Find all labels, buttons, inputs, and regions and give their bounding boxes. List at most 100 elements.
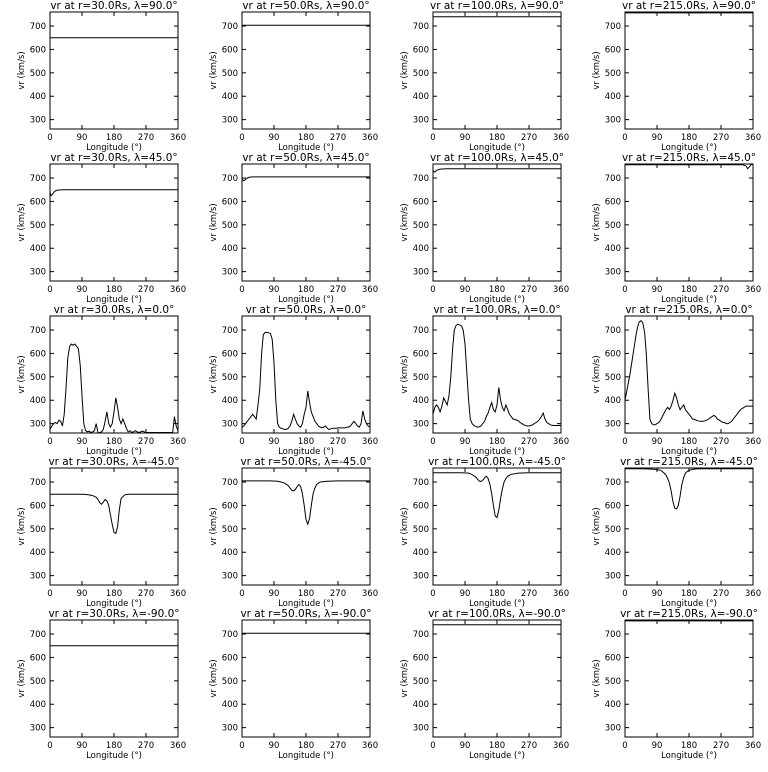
- y-tick-label: 300: [413, 572, 429, 582]
- x-tick-label: 90: [460, 285, 471, 295]
- x-axis-label: Longitude (°): [86, 295, 142, 305]
- x-tick-label: 270: [330, 133, 346, 143]
- x-axis-label: Longitude (°): [278, 295, 334, 305]
- y-tick-label: 500: [605, 677, 621, 687]
- y-tick-label: 300: [30, 116, 46, 126]
- y-tick-label: 300: [413, 724, 429, 734]
- y-tick-label: 700: [222, 478, 238, 488]
- y-tick-label: 300: [222, 724, 238, 734]
- x-axis-label: Longitude (°): [469, 751, 525, 761]
- x-tick-label: 0: [239, 589, 244, 599]
- y-tick-label: 600: [413, 45, 429, 55]
- x-tick-label: 270: [138, 741, 154, 751]
- x-tick-label: 360: [553, 285, 569, 295]
- y-tick-label: 400: [30, 244, 46, 254]
- y-tick-label: 700: [222, 174, 238, 184]
- x-tick-label: 0: [622, 285, 627, 295]
- x-tick-label: 90: [77, 285, 88, 295]
- plot-frame: [49, 163, 179, 282]
- y-tick-label: 600: [222, 501, 238, 511]
- y-tick-label: 600: [413, 197, 429, 207]
- y-tick-label: 600: [30, 501, 46, 511]
- x-tick-label: 90: [77, 133, 88, 143]
- y-tick-label: 700: [30, 22, 46, 32]
- x-tick-label: 180: [106, 741, 122, 751]
- y-tick-label: 600: [605, 349, 621, 359]
- x-tick-label: 180: [681, 741, 697, 751]
- y-tick-label: 700: [413, 630, 429, 640]
- panel: vr at r=30.0Rs, λ=-90.0° 0 90 180 270 360 300 4…: [17, 608, 186, 761]
- x-tick-label: 90: [652, 285, 663, 295]
- x-tick-label: 180: [681, 437, 697, 447]
- x-tick-label: 0: [430, 437, 435, 447]
- panel-title: vr at r=30.0Rs, λ=-45.0°: [48, 456, 179, 468]
- x-tick-label: 180: [681, 133, 697, 143]
- panel-title: vr at r=50.0Rs, λ=45.0°: [242, 152, 369, 164]
- y-tick-label: 600: [605, 501, 621, 511]
- panel-title: vr at r=50.0Rs, λ=0.0°: [246, 304, 367, 316]
- plot-frame: [241, 619, 371, 738]
- panel: vr at r=50.0Rs, λ=-45.0° 0 90 180 270 360 300 4…: [209, 456, 378, 609]
- y-tick-label: 500: [30, 69, 46, 79]
- panel: vr at r=100.0Rs, λ=90.0° 0 90 180 270 360 300 4…: [400, 0, 569, 153]
- y-axis-label: vr (km/s): [17, 507, 27, 545]
- x-tick-label: 180: [106, 285, 122, 295]
- y-tick-label: 500: [30, 221, 46, 231]
- y-tick-label: 500: [30, 525, 46, 535]
- x-tick-label: 90: [460, 437, 471, 447]
- y-tick-label: 400: [222, 700, 238, 710]
- y-tick-label: 500: [222, 221, 238, 231]
- y-tick-label: 700: [222, 22, 238, 32]
- y-tick-label: 500: [413, 525, 429, 535]
- x-axis-label: Longitude (°): [86, 599, 142, 609]
- y-tick-label: 700: [605, 630, 621, 640]
- x-tick-label: 0: [622, 437, 627, 447]
- y-tick-label: 500: [30, 677, 46, 687]
- y-tick-label: 600: [605, 45, 621, 55]
- x-tick-label: 90: [652, 133, 663, 143]
- x-tick-label: 90: [460, 589, 471, 599]
- plot-frame: [432, 11, 562, 130]
- panel: vr at r=30.0Rs, λ=90.0° 0 90 180 270 360 300 40…: [17, 0, 186, 153]
- y-tick-label: 300: [30, 724, 46, 734]
- y-tick-label: 400: [605, 244, 621, 254]
- y-tick-label: 400: [413, 244, 429, 254]
- panel-title: vr at r=100.0Rs, λ=45.0°: [430, 152, 564, 164]
- x-axis-label: Longitude (°): [661, 751, 717, 761]
- x-tick-label: 180: [106, 133, 122, 143]
- y-tick-label: 300: [605, 724, 621, 734]
- x-tick-label: 180: [298, 285, 314, 295]
- y-tick-label: 500: [222, 69, 238, 79]
- y-tick-label: 700: [30, 174, 46, 184]
- x-axis-label: Longitude (°): [86, 751, 142, 761]
- panel: vr at r=215.0Rs, λ=0.0° 0 90 180 270 360 300 40…: [592, 304, 761, 457]
- y-tick-label: 300: [222, 116, 238, 126]
- y-tick-label: 400: [605, 92, 621, 102]
- plot-frame: [49, 619, 179, 738]
- x-axis-label: Longitude (°): [278, 143, 334, 153]
- y-tick-label: 400: [605, 700, 621, 710]
- panel: vr at r=50.0Rs, λ=0.0° 0 90 180 270 360 300 400…: [209, 304, 378, 457]
- panel-title: vr at r=100.0Rs, λ=0.0°: [433, 304, 560, 316]
- y-axis-label: vr (km/s): [209, 355, 219, 393]
- y-axis-label: vr (km/s): [400, 51, 410, 89]
- panel-title: vr at r=100.0Rs, λ=-90.0°: [428, 608, 566, 620]
- y-axis-label: vr (km/s): [209, 659, 219, 697]
- x-tick-label: 180: [489, 589, 505, 599]
- x-tick-label: 360: [170, 285, 186, 295]
- x-tick-label: 270: [138, 133, 154, 143]
- y-tick-label: 600: [413, 349, 429, 359]
- x-tick-label: 360: [553, 437, 569, 447]
- series-line: [625, 468, 753, 510]
- x-tick-label: 270: [713, 437, 729, 447]
- x-tick-label: 270: [330, 437, 346, 447]
- x-tick-label: 360: [362, 285, 378, 295]
- y-axis-label: vr (km/s): [592, 659, 602, 697]
- x-tick-label: 180: [298, 741, 314, 751]
- y-axis-label: vr (km/s): [400, 203, 410, 241]
- y-axis-label: vr (km/s): [17, 355, 27, 393]
- y-tick-label: 500: [605, 373, 621, 383]
- x-tick-label: 270: [713, 285, 729, 295]
- y-tick-label: 300: [222, 268, 238, 278]
- plot-frame: [624, 163, 754, 282]
